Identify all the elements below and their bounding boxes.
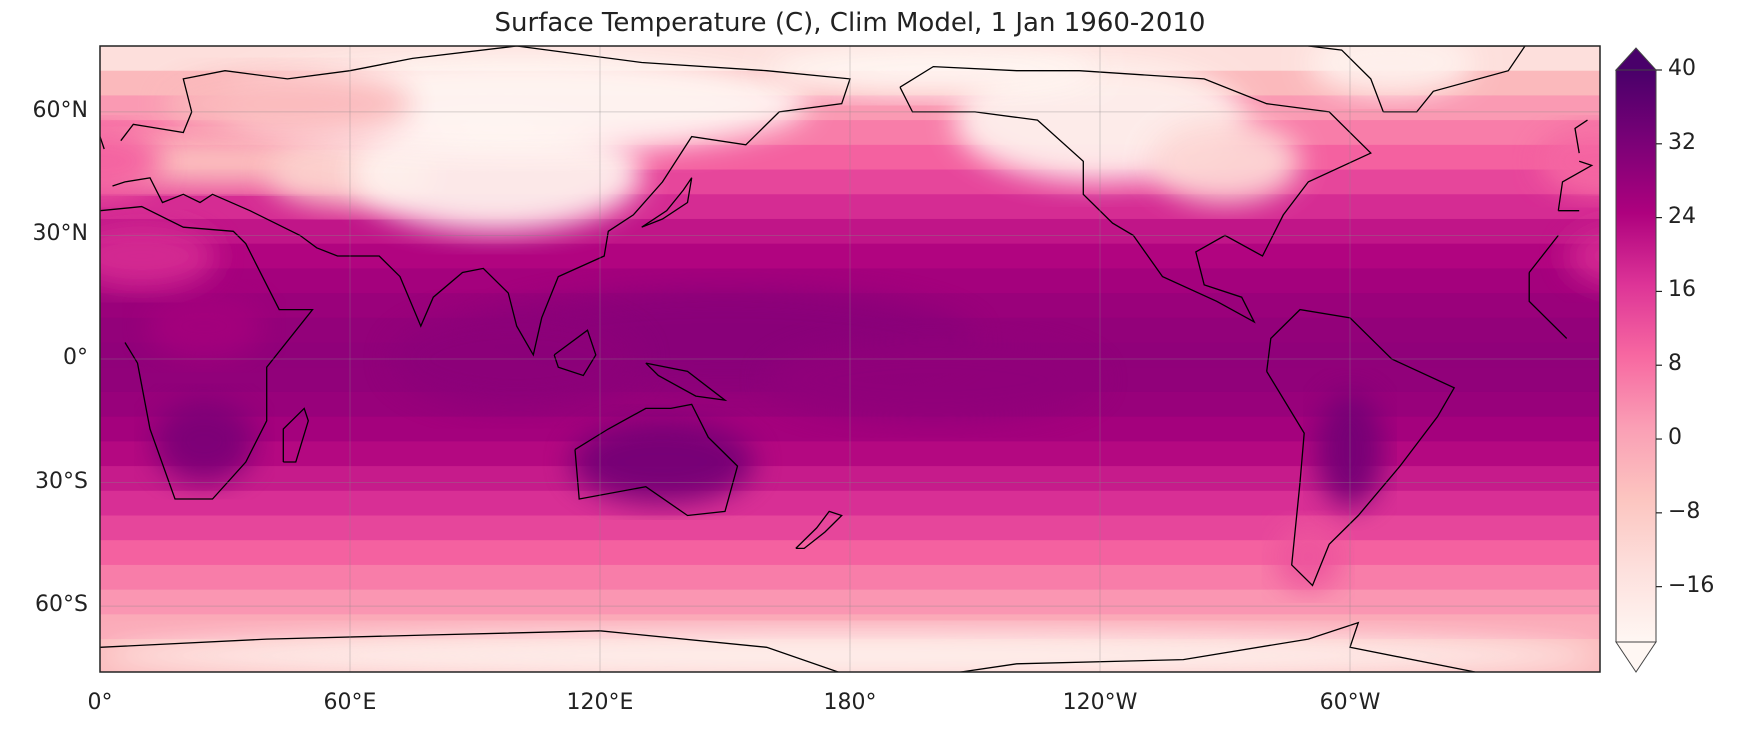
- lat-tick-label: 30°S: [35, 468, 88, 494]
- lon-tick-label: 120°W: [1062, 690, 1138, 715]
- lon-tick-label: 0°: [87, 690, 113, 715]
- temperature-anomaly: [1150, 120, 1300, 203]
- temperature-anomaly: [100, 223, 217, 289]
- chart-title: Surface Temperature (C), Clim Model, 1 J…: [494, 8, 1206, 38]
- colorbar-tick-label: 24: [1668, 203, 1696, 229]
- temperature-field: [100, 46, 1600, 672]
- temperature-anomaly: [1537, 128, 1600, 195]
- colorbar-body: [1616, 70, 1656, 642]
- colorbar-tick-label: −16: [1668, 572, 1715, 598]
- temperature-anomaly: [1275, 523, 1342, 590]
- zonal-band: [100, 268, 1600, 295]
- temperature-anomaly: [162, 70, 413, 137]
- coastline: [574, 403, 739, 517]
- coastline: [282, 407, 309, 463]
- colorbar: [1614, 47, 1662, 673]
- zonal-band: [100, 540, 1600, 566]
- lon-tick-label: 60°W: [1319, 690, 1381, 715]
- temperature-anomaly: [570, 420, 755, 504]
- lon-tick-label: 60°E: [323, 690, 377, 715]
- colorbar-extend-min: [1615, 641, 1657, 673]
- lat-tick-label: 0°: [63, 345, 88, 370]
- temperature-anomaly: [766, 46, 1100, 96]
- temperature-anomaly: [100, 630, 1600, 672]
- colorbar-tick-label: 8: [1668, 351, 1682, 377]
- coastline: [100, 621, 1476, 672]
- coastline: [100, 205, 314, 500]
- lon-tick-label: 180°: [823, 690, 877, 715]
- coastline: [1528, 234, 1559, 273]
- colorbar-tick-label: −8: [1668, 498, 1701, 524]
- coastline: [795, 510, 843, 550]
- map-frame: [99, 45, 1601, 673]
- temperature-anomaly: [1316, 391, 1384, 508]
- temperature-anomaly: [145, 293, 263, 360]
- temperature-anomaly: [154, 400, 255, 483]
- coastline: [1528, 272, 1568, 339]
- lat-tick-label: 60°N: [32, 97, 88, 123]
- colorbar-tick-label: 40: [1668, 56, 1696, 81]
- coastline: [112, 46, 851, 357]
- temperature-anomaly: [1566, 228, 1600, 284]
- colorbar-tick-label: 32: [1668, 129, 1696, 155]
- coastline: [1557, 160, 1594, 211]
- temperature-anomaly: [1308, 46, 1475, 96]
- lat-tick-label: 30°N: [32, 221, 88, 247]
- zonal-band: [100, 589, 1600, 616]
- temperature-anomaly: [766, 338, 1100, 421]
- colorbar-extend-max: [1614, 47, 1658, 71]
- coastline: [1574, 119, 1588, 154]
- coastline: [899, 65, 1372, 324]
- coastline: [645, 362, 728, 402]
- zonal-band: [100, 564, 1600, 591]
- colorbar-tick-label: 0: [1668, 425, 1682, 451]
- lat-tick-label: 60°S: [35, 592, 88, 618]
- coastline: [641, 177, 693, 228]
- temperature-anomaly: [225, 54, 809, 154]
- zonal-band: [100, 218, 1600, 245]
- coastline: [1308, 46, 1526, 113]
- temperature-anomaly: [391, 309, 642, 409]
- colorbar-tick-label: 16: [1668, 277, 1696, 303]
- lon-tick-label: 120°E: [566, 690, 634, 715]
- zonal-band: [100, 515, 1600, 542]
- coastline: [553, 329, 597, 377]
- coastline: [1266, 308, 1456, 587]
